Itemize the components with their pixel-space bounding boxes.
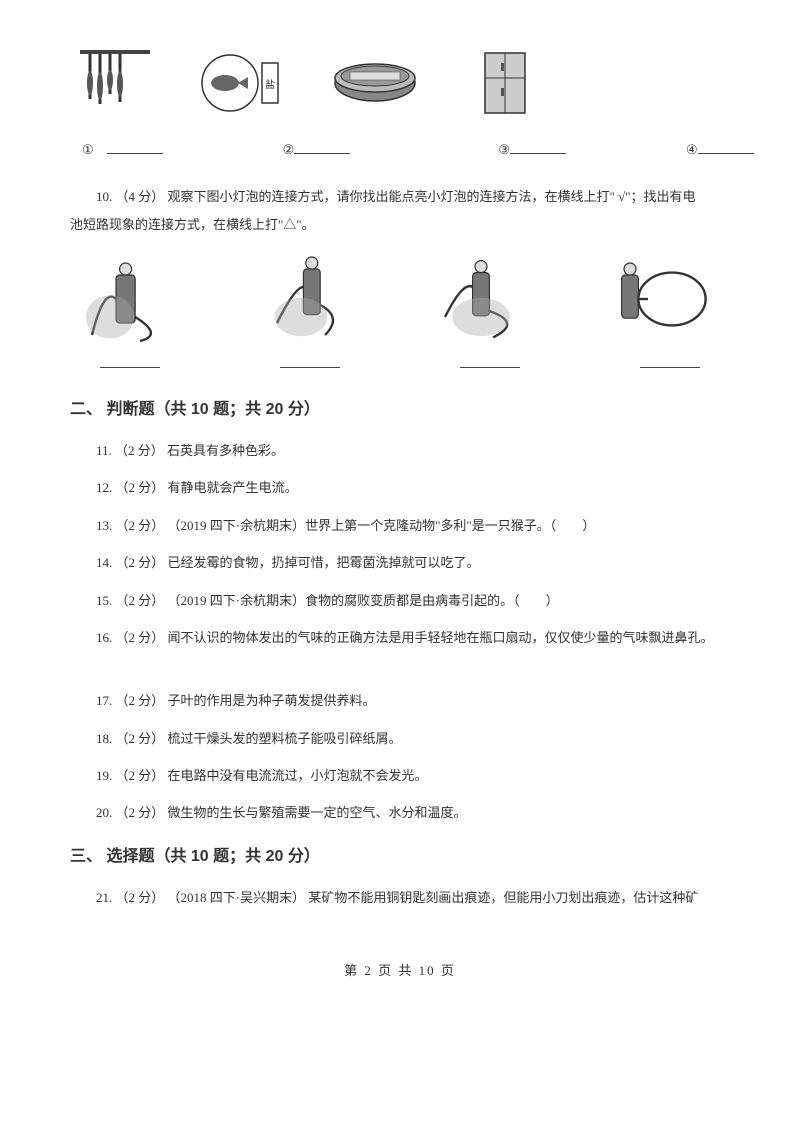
q10-blank-2[interactable]	[280, 354, 340, 368]
q9-image-row: 盐	[70, 48, 730, 118]
tf-item-18: 18. （2 分） 梳过干燥头发的塑料梳子能吸引碎纸屑。	[96, 727, 730, 750]
tf-item-17: 17. （2 分） 子叶的作用是为种子萌发提供养料。	[96, 689, 730, 712]
tf-item-14: 14. （2 分） 已经发霉的食物，扔掉可惜，把霉菌洗掉就可以吃了。	[96, 551, 730, 574]
q10-circuit-4	[600, 254, 720, 344]
q10-circuit-3	[427, 254, 547, 344]
q9-label-3: ③	[498, 138, 566, 161]
tf-item-16: 16. （2 分） 闻不认识的物体发出的气味的正确方法是用手轻轻地在瓶口扇动，仅…	[96, 626, 730, 649]
q9-image-4	[460, 48, 550, 118]
q10-blank-4[interactable]	[640, 354, 700, 368]
q9-image-3	[330, 48, 420, 118]
section3-title: 三、 选择题（共 10 题；共 20 分）	[70, 843, 730, 872]
q9-image-2: 盐	[200, 48, 290, 118]
tf-item-12: 12. （2 分） 有静电就会产生电流。	[96, 476, 730, 499]
tf-item-19: 19. （2 分） 在电路中没有电流流过，小灯泡就不会发光。	[96, 764, 730, 787]
svg-text:盐: 盐	[265, 78, 275, 91]
tf-item-20: 20. （2 分） 微生物的生长与繁殖需要一定的空气、水分和温度。	[96, 801, 730, 824]
q9-label-4: ④	[686, 138, 754, 161]
q9-label-2: ②	[283, 138, 351, 161]
q9-blank-1[interactable]	[107, 140, 163, 154]
q9-label-1: ①	[82, 138, 163, 161]
tf-item-15: 15. （2 分） （2019 四下·余杭期末）食物的腐败变质都是由病毒引起的。…	[96, 589, 730, 612]
q10-text: 10. （4 分） 观察下图小灯泡的连接方式，请你找出能点亮小灯泡的连接方法，在…	[70, 185, 730, 208]
q10-blank-3[interactable]	[460, 354, 520, 368]
q10-blank-1[interactable]	[100, 354, 160, 368]
page-footer: 第 2 页 共 10 页	[70, 959, 730, 982]
q9-blank-2[interactable]	[294, 140, 350, 154]
q10-image-row	[70, 254, 730, 344]
q10-text-line2: 池短路现象的连接方式，在横线上打"△"。	[70, 213, 730, 236]
q10-circuit-1	[80, 254, 200, 344]
q9-labels-row: ① ② ③ ④	[70, 138, 730, 161]
tf-item-11: 11. （2 分） 石英具有多种色彩。	[96, 439, 730, 462]
q9-blank-4[interactable]	[698, 140, 754, 154]
mc-item-21: 21. （2 分） （2018 四下·吴兴期末） 某矿物不能用铜钥匙刻画出痕迹，…	[96, 886, 730, 909]
q9-blank-3[interactable]	[510, 140, 566, 154]
section2-title: 二、 判断题（共 10 题；共 20 分）	[70, 396, 730, 425]
q9-image-1	[70, 48, 160, 118]
tf-item-13: 13. （2 分） （2019 四下·余杭期末）世界上第一个克隆动物"多利"是一…	[96, 514, 730, 537]
q10-blanks-row	[70, 354, 730, 368]
q10-circuit-2	[253, 254, 373, 344]
